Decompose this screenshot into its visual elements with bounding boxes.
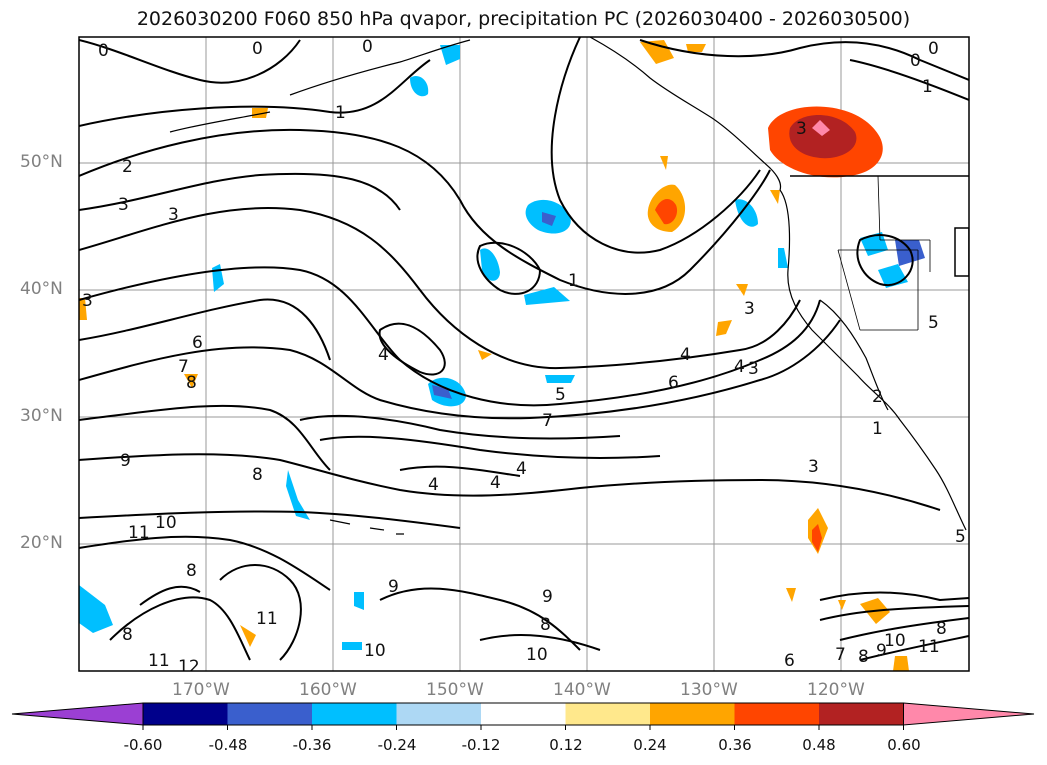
- contour-label: 8: [122, 625, 133, 645]
- colorbar-swatch: [565, 703, 651, 725]
- contour-label: 10: [884, 631, 906, 651]
- contour-labels: 0 0 0 0 0 1 1 2 3 3 3 6 7 8 4 1 3 4 3 4 …: [82, 37, 966, 677]
- contour-label: 10: [155, 513, 177, 533]
- contour-label: 11: [256, 609, 278, 629]
- contour-label: 3: [796, 119, 807, 139]
- contour-label: 3: [82, 291, 93, 311]
- contour-label: 3: [748, 359, 759, 379]
- contour-label: 4: [428, 475, 439, 495]
- contour-label: 9: [388, 577, 399, 597]
- qvapor-contours: [79, 37, 969, 661]
- chart-title: 2026030200 F060 850 hPa qvapor, precipit…: [136, 8, 911, 30]
- contour-label: 1: [872, 419, 883, 439]
- colorbar-tick-label: 0.36: [718, 736, 752, 754]
- contour-label: 5: [955, 527, 966, 547]
- contour-label: 5: [928, 313, 939, 333]
- colorbar-swatch: [227, 703, 313, 725]
- colorbar-frame: [142, 702, 904, 726]
- contour-label: 8: [186, 373, 197, 393]
- contour-label: 5: [555, 385, 566, 405]
- contour-label: 0: [252, 39, 263, 59]
- contour-label: 4: [378, 345, 389, 365]
- coastlines: [169, 37, 967, 535]
- map-frame: [78, 36, 970, 672]
- contour-label: 2: [872, 387, 883, 407]
- contour-label: 12: [178, 657, 200, 677]
- contour-label: 11: [128, 523, 150, 543]
- contour-label: 1: [922, 77, 933, 97]
- contour-label: 4: [680, 345, 691, 365]
- contour-label: 8: [858, 647, 869, 667]
- colorbar-swatch: [819, 703, 904, 725]
- colorbar-tick-label: -0.48: [208, 736, 248, 754]
- contour-label: 8: [186, 561, 197, 581]
- colorbar-tick-label: 0.48: [802, 736, 836, 754]
- contour-label: 0: [98, 41, 109, 61]
- contour-label: 9: [876, 641, 887, 661]
- lon-label-140w: 140°W: [553, 680, 611, 700]
- contour-label: 8: [540, 615, 551, 635]
- contour-label: 3: [118, 195, 129, 215]
- colorbar-tick-label: -0.36: [292, 736, 332, 754]
- lat-label-40n: 40°N: [20, 279, 63, 299]
- contour-label: 6: [668, 373, 679, 393]
- contour-label: 8: [252, 465, 263, 485]
- lon-label-170w: 170°W: [172, 680, 230, 700]
- contour-label: 9: [542, 587, 553, 607]
- precip-shading: [79, 40, 925, 671]
- contour-label: 7: [178, 357, 189, 377]
- contour-label: 3: [808, 457, 819, 477]
- colorbar-swatch: [312, 703, 397, 725]
- contour-label: 11: [918, 637, 940, 657]
- contour-label: 11: [148, 651, 170, 671]
- colorbar-tick-label: 0.60: [887, 736, 921, 754]
- colorbar-swatch: [481, 703, 566, 725]
- borders: [790, 175, 969, 277]
- contour-label: 2: [122, 157, 133, 177]
- contour-label: 6: [784, 651, 795, 671]
- lon-label-150w: 150°W: [426, 680, 484, 700]
- lat-label-20n: 20°N: [20, 533, 63, 553]
- contour-label: 10: [526, 645, 548, 665]
- lat-label-30n: 30°N: [20, 406, 63, 426]
- lon-label-120w: 120°W: [807, 680, 865, 700]
- colorbar-swatch: [734, 703, 820, 725]
- contour-label: 7: [542, 411, 553, 431]
- contour-label: 6: [192, 333, 203, 353]
- contour-label: 7: [835, 645, 846, 665]
- contour-label: 0: [362, 37, 373, 57]
- colorbar-tick-label: -0.60: [123, 736, 163, 754]
- colorbar: [11, 702, 1035, 730]
- lat-label-50n: 50°N: [20, 152, 63, 172]
- state-borders: [837, 175, 931, 331]
- contour-label: 1: [335, 103, 346, 123]
- contour-label: 4: [734, 357, 745, 377]
- contour-label: 4: [516, 459, 527, 479]
- contour-label: 0: [910, 51, 921, 71]
- contour-label: 3: [168, 205, 179, 225]
- contour-label: 9: [120, 451, 131, 471]
- colorbar-tick-label: -0.12: [461, 736, 501, 754]
- contour-label: 1: [568, 271, 579, 291]
- colorbar-extend-max: [903, 702, 1035, 726]
- colorbar-tick-label: 0.24: [633, 736, 667, 754]
- contour-label: 10: [364, 641, 386, 661]
- colorbar-tick-label: 0.12: [549, 736, 583, 754]
- colorbar-swatch: [396, 703, 482, 725]
- colorbar-extend-min: [11, 702, 144, 726]
- contour-label: 8: [936, 619, 947, 639]
- contour-label: 0: [928, 39, 939, 59]
- colorbar-swatch: [143, 703, 228, 725]
- colorbar-swatch: [650, 703, 735, 725]
- colorbar-tick-label: -0.24: [377, 736, 417, 754]
- contour-label: 4: [490, 473, 501, 493]
- lon-label-160w: 160°W: [299, 680, 357, 700]
- lon-label-130w: 130°W: [680, 680, 738, 700]
- contour-label: 3: [744, 299, 755, 319]
